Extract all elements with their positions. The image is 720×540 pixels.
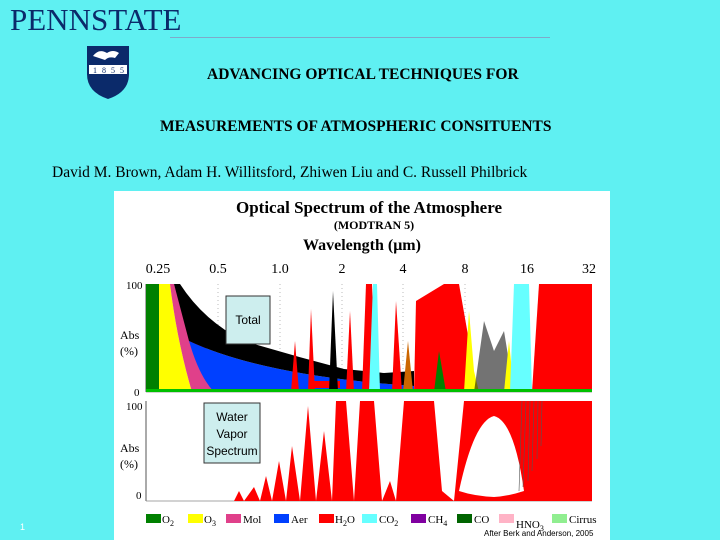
aerosol-band <box>189 341 414 392</box>
x-tick-label: 1.0 <box>271 262 289 277</box>
water-vapor-absorption <box>234 401 592 501</box>
x-tick-label: 4 <box>400 262 407 277</box>
slide-title-line-1: ADVANCING OPTICAL TECHNIQUES FOR <box>207 66 519 83</box>
legend-swatch-o3 <box>188 514 203 523</box>
x-tick-label: 8 <box>462 262 469 277</box>
top-y-max: 100 <box>126 280 143 292</box>
x-tick-label: 0.5 <box>209 262 227 277</box>
ch4-band <box>403 341 413 392</box>
legend-label-cirrus: Cirrus <box>569 514 597 526</box>
water-vapor-label-line-3: Spectrum <box>206 444 257 458</box>
legend-swatch-co <box>457 514 472 523</box>
legend-swatch-hno3 <box>499 514 514 523</box>
header-rule <box>170 37 550 38</box>
figure-credit: After Berk and Anderson, 2005 <box>484 529 594 538</box>
x-tick-label: 32 <box>582 262 596 277</box>
university-seal: 1 8 5 5 <box>87 46 129 99</box>
legend-label-mol: Mol <box>243 514 261 526</box>
x-tick-label: 2 <box>339 262 346 277</box>
legend-swatch-mol <box>226 514 241 523</box>
o3-band <box>159 284 192 392</box>
legend-swatch-ch4 <box>411 514 426 523</box>
legend-swatch-co2 <box>362 514 377 523</box>
legend-label-co2: CO2 <box>379 514 398 528</box>
legend-swatch-h2o <box>319 514 334 523</box>
wavelength-axis-title: Wavelength (μm) <box>303 237 421 254</box>
legend-label-o3: O3 <box>204 514 216 528</box>
figure-title: Optical Spectrum of the Atmosphere <box>236 198 502 217</box>
legend-label-aer: Aer <box>291 514 308 526</box>
legend-swatch-aer <box>274 514 289 523</box>
x-tick-label: 16 <box>520 262 534 277</box>
bottom-y-label: Abs <box>120 441 140 455</box>
legend-label-hno3: HNO3 <box>516 519 544 533</box>
legend-label-co: CO <box>474 514 489 526</box>
total-label: Total <box>235 313 260 327</box>
top-y-label: Abs <box>120 328 140 342</box>
water-vapor-label-box <box>203 402 261 464</box>
seal-digit: 1 <box>93 66 97 75</box>
legend-swatch-o2 <box>146 514 161 523</box>
top-y-unit: (%) <box>120 344 138 358</box>
legend: O2 O3 Mol Aer H2O CO2 CH4 CO HNO3 Cirrus <box>146 514 597 533</box>
legend-swatch-cirrus <box>552 514 567 523</box>
co2-band <box>369 284 380 392</box>
bottom-panel: Water Vapor Spectrum 100 0 Abs (%) <box>120 400 592 502</box>
bottom-y-min: 0 <box>136 490 142 502</box>
water-vapor-label-line-1: Water <box>216 410 248 424</box>
slide-number: 1 <box>20 522 26 532</box>
author-list: David M. Brown, Adam H. Willitsford, Zhi… <box>52 164 528 181</box>
legend-label-ch4: CH4 <box>428 514 447 528</box>
bottom-y-max: 100 <box>126 401 143 413</box>
spectrum-svg: Optical Spectrum of the Atmosphere (MODT… <box>120 198 597 538</box>
top-panel: Total 100 0 Abs (%) <box>120 280 592 399</box>
slide-title-line-2: MEASUREMENTS OF ATMOSPHERIC CONSITUENTS <box>160 118 552 135</box>
atmospheric-spectrum-figure: Optical Spectrum of the Atmosphere (MODT… <box>114 191 610 540</box>
x-tick-label: 0.25 <box>146 262 171 277</box>
rayleigh-band <box>170 284 259 392</box>
pennstate-logo: PENNSTATE <box>10 2 182 37</box>
seal-digit: 5 <box>111 66 115 75</box>
o2-band <box>146 284 159 392</box>
water-vapor-label-line-2: Vapor <box>216 427 247 441</box>
seal-digit: 5 <box>120 66 124 75</box>
legend-label-h2o: H2O <box>335 514 355 528</box>
bottom-y-unit: (%) <box>120 457 138 471</box>
seal-digit: 8 <box>102 66 106 75</box>
top-y-min: 0 <box>134 387 140 399</box>
total-label-box <box>225 295 271 345</box>
figure-subtitle: (MODTRAN 5) <box>334 218 414 232</box>
legend-label-o2: O2 <box>162 514 174 528</box>
